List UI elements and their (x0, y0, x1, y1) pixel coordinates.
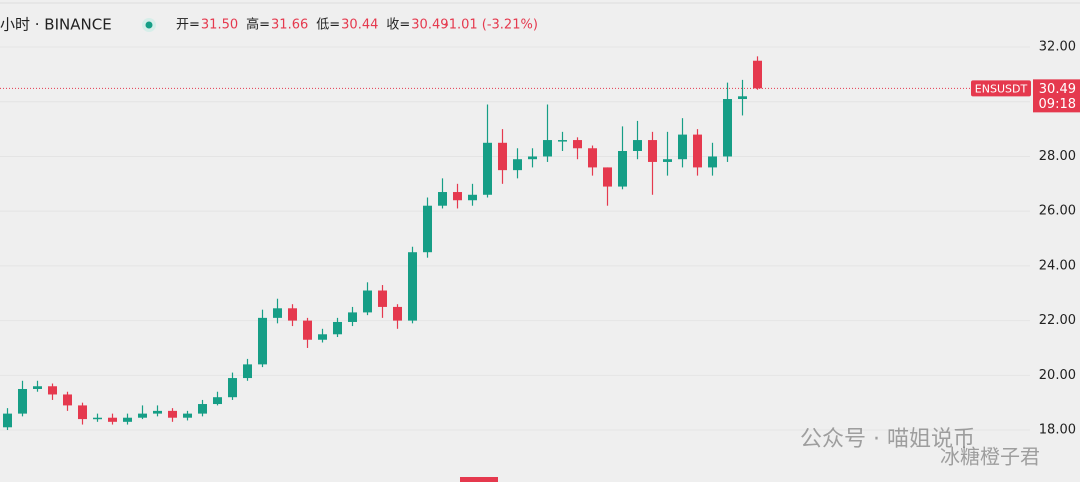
ohlc-label: 低= (316, 18, 340, 33)
change: -1.01 (-3.21%) (444, 18, 538, 33)
candle-body (63, 394, 72, 406)
time-marker (460, 477, 498, 482)
candle-body (693, 134, 702, 168)
candle-body (333, 321, 342, 335)
candle-body (243, 364, 252, 379)
watermark-account: 公众号 · 喵姐说币 (800, 427, 975, 452)
candle-body (753, 60, 762, 89)
price-tag-label: 30.49 (1039, 82, 1076, 97)
candle-body (423, 205, 432, 253)
candle-body (603, 167, 612, 187)
symbol-tag (971, 80, 1031, 97)
candle-body (648, 140, 657, 162)
candle-body (183, 413, 192, 418)
y-tick-label: 32.00 (1039, 40, 1076, 55)
candle-body (723, 99, 732, 157)
candle-body (393, 306, 402, 321)
ohlc-label: 收= (386, 18, 410, 33)
status-dot (145, 21, 153, 29)
candle-body (258, 317, 267, 365)
candle-body (483, 142, 492, 195)
y-tick-label: 28.00 (1039, 149, 1076, 164)
candle-body (348, 312, 357, 322)
y-tick-label: 20.00 (1039, 368, 1076, 383)
symbol: 小时 · BINANCE (0, 16, 112, 34)
candle-body (468, 194, 477, 201)
candle-body (78, 405, 87, 420)
candle-body (3, 413, 12, 428)
candle-body (453, 192, 462, 201)
ohlc-value: 30.44 (341, 18, 378, 33)
candle-body (363, 290, 372, 313)
candle-body (738, 96, 747, 100)
y-tick-label: 26.00 (1039, 204, 1076, 219)
countdown-label: 09:18 (1039, 97, 1076, 112)
ohlc-value: 31.66 (271, 18, 308, 33)
candle-body (588, 148, 597, 168)
candle-body (408, 252, 417, 321)
candle-body (48, 386, 57, 395)
y-tick-label: 18.00 (1039, 423, 1076, 438)
candle-body (558, 140, 567, 142)
watermark-author: 冰糖橙子君 (940, 445, 1040, 469)
ohlc-label: 高= (246, 17, 270, 33)
candle-body (438, 192, 447, 206)
candle-body (123, 417, 132, 422)
candle-body (543, 140, 552, 157)
ohlc-value: 30.49 (411, 18, 448, 33)
candle-body (108, 417, 117, 422)
candle-body (168, 410, 177, 418)
candle-body (708, 156, 717, 168)
ohlc-label: 开= (176, 18, 200, 33)
candle-body (663, 159, 672, 162)
candle-body (18, 388, 27, 414)
y-tick-label: 22.00 (1039, 313, 1076, 328)
candle-body (528, 156, 537, 160)
candle-body (498, 142, 507, 171)
candle-body (378, 290, 387, 307)
symbol-tag-label: ENSUSDT (975, 82, 1028, 95)
price-tag (1033, 79, 1080, 113)
candle-body (318, 334, 327, 340)
candle-body (198, 404, 207, 414)
candle-body (273, 308, 282, 318)
candle-body (228, 378, 237, 398)
y-tick-label: 24.00 (1039, 258, 1076, 273)
candle-body (303, 320, 312, 340)
candle-body (153, 410, 162, 414)
candle-body (288, 308, 297, 321)
candle-body (513, 159, 522, 171)
candle-body (33, 386, 42, 389)
candle-body (213, 397, 222, 405)
ohlc-value: 31.50 (201, 18, 238, 33)
candle-body (93, 417, 102, 420)
candle-body (678, 134, 687, 160)
candle-body (138, 413, 147, 418)
candle-body (618, 151, 627, 187)
candle-body (573, 140, 582, 149)
candle-body (633, 140, 642, 152)
